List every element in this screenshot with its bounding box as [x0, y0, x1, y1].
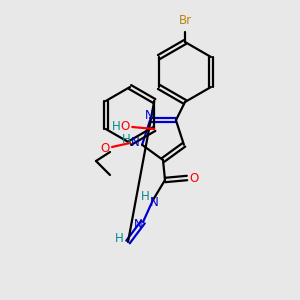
- Text: H: H: [122, 133, 130, 146]
- Text: H: H: [112, 119, 121, 133]
- Text: N: N: [131, 136, 140, 149]
- Text: O: O: [121, 121, 130, 134]
- Text: N: N: [145, 109, 153, 122]
- Text: O: O: [189, 172, 199, 184]
- Text: O: O: [100, 142, 109, 155]
- Text: N: N: [150, 196, 158, 209]
- Text: Br: Br: [178, 14, 192, 28]
- Text: H: H: [115, 232, 123, 245]
- Text: N: N: [134, 218, 142, 230]
- Text: H: H: [141, 190, 149, 202]
